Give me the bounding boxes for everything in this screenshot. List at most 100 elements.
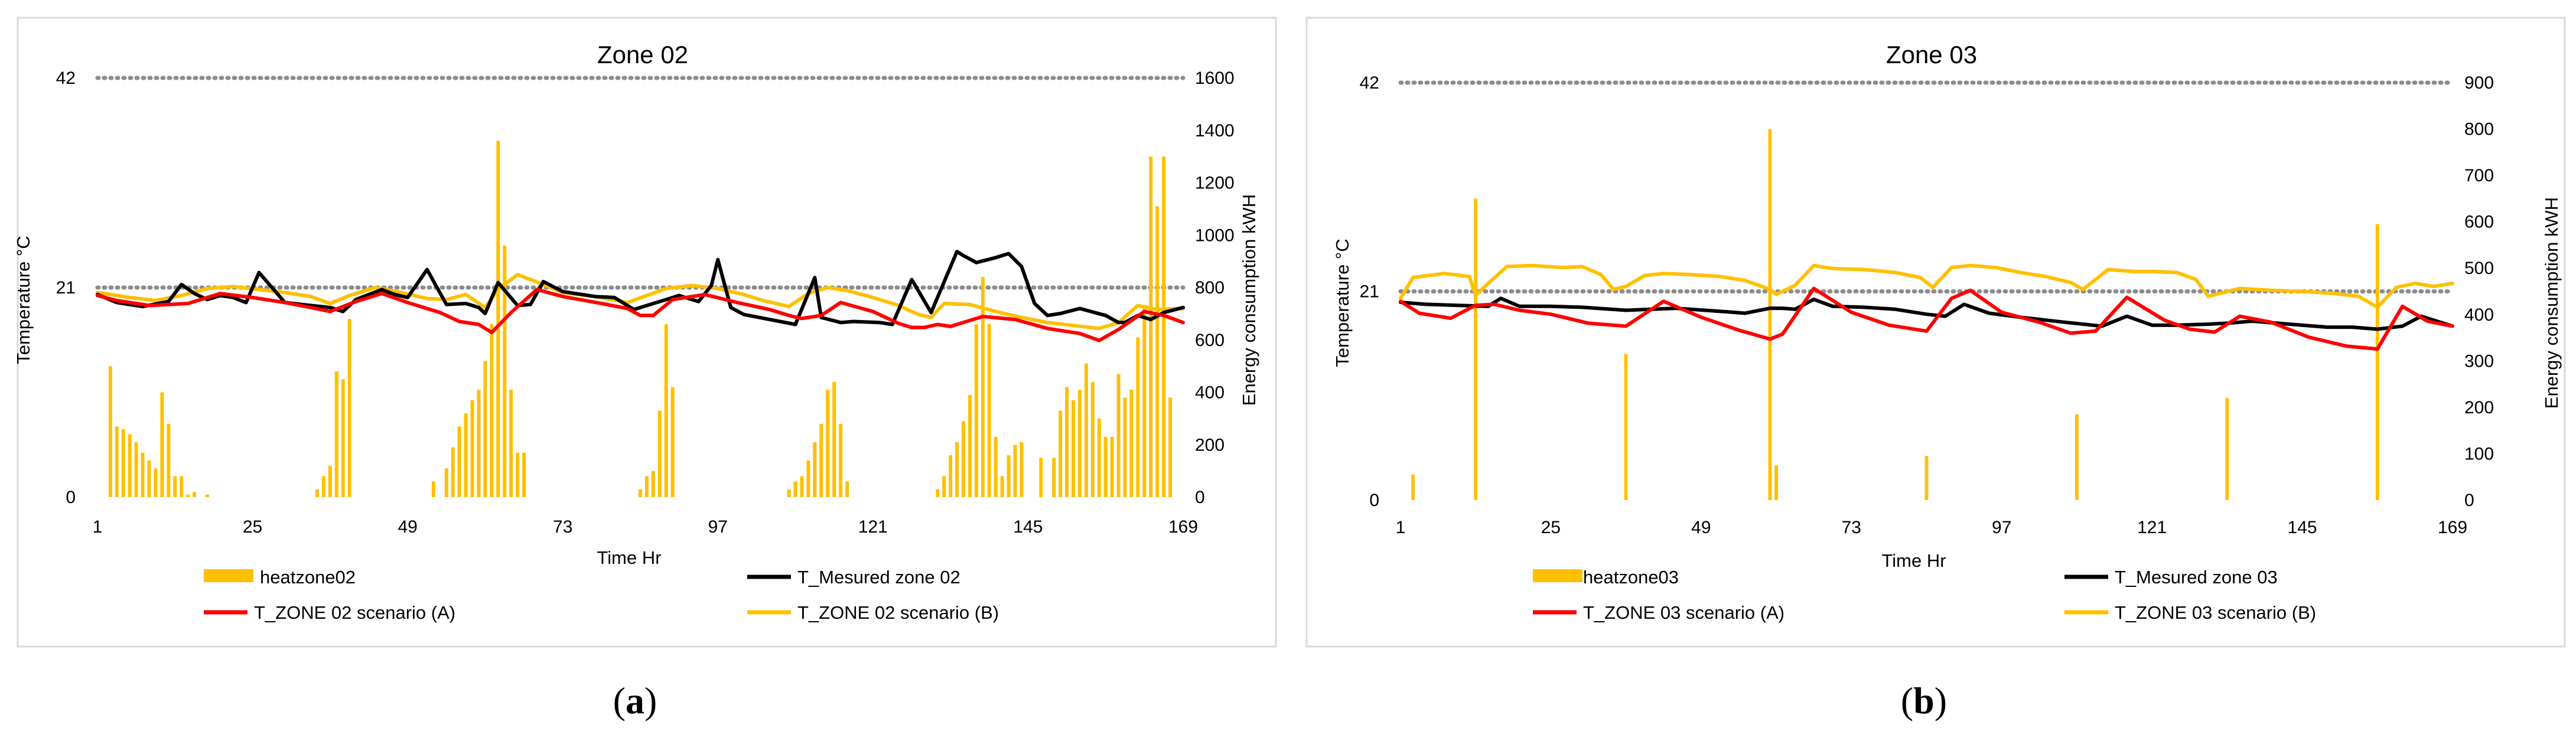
bar-a-63	[1013, 445, 1017, 497]
bar-a-72	[1090, 381, 1095, 497]
bar-b-1	[1474, 198, 1478, 500]
legend-label-heatzone-a: heatzone02	[260, 567, 356, 587]
y-tick-right-a-8: 1600	[1195, 68, 1235, 88]
bar-a-7	[154, 468, 158, 497]
bar-a-68	[1065, 387, 1069, 497]
bar-b-4	[1774, 465, 1778, 500]
bar-b-2	[1624, 354, 1628, 500]
bar-b-5	[1924, 456, 1929, 500]
y-axis-label-right-a: Energy consumption kWH	[1239, 194, 1259, 406]
bar-a-71	[1084, 363, 1088, 497]
legend-label-heatzone-b: heatzone03	[1583, 567, 1679, 587]
bar-a-37	[651, 471, 655, 497]
bar-a-28	[483, 361, 487, 497]
y-tick-right-a-3: 600	[1195, 331, 1225, 350]
bar-a-27	[477, 390, 481, 497]
x-tick-a-3: 73	[553, 517, 572, 537]
bar-a-29	[490, 324, 494, 497]
bar-a-49	[839, 423, 843, 497]
bar-a-54	[955, 442, 959, 497]
chart-title-b: Zone 03	[1886, 41, 1977, 68]
bar-a-22	[444, 468, 448, 497]
x-tick-a-2: 49	[398, 517, 417, 537]
series-measured-b	[1399, 296, 2454, 331]
series-scenario-a-b	[1399, 286, 2454, 351]
bar-a-78	[1129, 390, 1134, 497]
bar-a-51	[936, 489, 940, 497]
y-axis-label-left-a: Temperature °C	[13, 236, 34, 364]
bar-a-80	[1142, 306, 1147, 497]
caption-letter-a: a	[626, 680, 644, 722]
chart-panel-b: Zone 03 0 21 42 0 100 200 300 400 500 600 700 800 9…	[1305, 17, 2566, 722]
y-tick-right-a-5: 1000	[1195, 226, 1235, 245]
legend-a: heatzone02 T_Mesured zone 02 T_ZONE 02 s…	[204, 567, 999, 623]
bar-a-26	[470, 400, 474, 497]
bar-b-3	[1768, 129, 1772, 501]
bar-a-41	[787, 489, 791, 497]
y-tick-right-b-3: 300	[2464, 351, 2494, 371]
y-tick-right-b-4: 400	[2464, 305, 2494, 325]
bar-a-67	[1059, 410, 1063, 497]
series-scenario-b-b	[1399, 263, 2454, 309]
bar-a-32	[509, 390, 513, 497]
plot-area-b: 0 21 42 0 100 200 300 400 500 600 700 800 900 1 25 49…	[1360, 73, 2494, 537]
legend-label-scenario-a-b: T_ZONE 03 scenario (A)	[1583, 602, 1784, 623]
legend-b: heatzone03 T_Mesured zone 03 T_ZONE 03 s…	[1533, 567, 2316, 623]
x-tick-b-2: 49	[1691, 518, 1711, 537]
x-tick-a-5: 121	[858, 517, 888, 537]
legend-swatch-heatzone-a	[204, 569, 253, 582]
bar-a-36	[644, 476, 649, 497]
legend-label-measured-b: T_Mesured zone 03	[2115, 567, 2278, 587]
y-tick-right-b-6: 600	[2464, 213, 2494, 232]
y-tick-left-a-1: 21	[56, 278, 76, 298]
bar-a-43	[800, 476, 804, 497]
y-tick-left-b-0: 0	[1369, 491, 1379, 510]
y-tick-left-b-2: 42	[1360, 73, 1379, 93]
bar-a-52	[942, 476, 946, 497]
x-tick-a-6: 145	[1013, 517, 1043, 537]
series-scenario-a-a	[96, 288, 1185, 342]
legend-label-scenario-b-b: T_ZONE 03 scenario (B)	[2115, 602, 2316, 623]
legend-label-scenario-a-a: T_ZONE 02 scenario (A)	[254, 602, 455, 623]
bar-a-13	[193, 492, 197, 497]
legend-swatch-heatzone-b	[1533, 569, 1582, 582]
y-axis-label-right-b: Energy consumption kWH	[2541, 197, 2562, 409]
series-measured-a	[96, 250, 1185, 327]
bar-a-25	[464, 413, 468, 497]
bar-a-8	[160, 392, 164, 497]
y-axis-label-left-b: Temperature °C	[1332, 239, 1353, 367]
legend-label-scenario-b-a: T_ZONE 02 scenario (B)	[797, 602, 999, 623]
bar-a-23	[451, 447, 455, 497]
y-tick-left-b-1: 21	[1360, 282, 1379, 302]
bar-a-81	[1149, 156, 1153, 497]
bar-a-53	[949, 455, 953, 497]
bar-a-0	[108, 366, 112, 497]
bar-a-19	[341, 379, 345, 497]
y-tick-right-b-5: 500	[2464, 259, 2494, 278]
x-axis-label-a: Time Hr	[597, 547, 661, 568]
bar-a-4	[134, 442, 138, 497]
legend-label-measured-a: T_Mesured zone 02	[797, 567, 960, 587]
bar-a-75	[1110, 436, 1114, 497]
bar-a-9	[167, 423, 171, 497]
caption-b: (b)	[1901, 680, 1947, 722]
bar-a-5	[141, 452, 145, 497]
x-tick-a-4: 97	[708, 517, 728, 537]
bar-b-7	[2225, 398, 2229, 500]
bar-a-65	[1039, 458, 1043, 497]
bar-a-14	[205, 494, 209, 497]
caption-letter-b: b	[1913, 680, 1935, 722]
bar-a-24	[457, 426, 461, 497]
bar-a-1	[115, 426, 119, 497]
y-tick-left-a-0: 0	[66, 488, 76, 507]
bar-a-16	[321, 476, 325, 497]
bar-a-74	[1103, 436, 1108, 497]
bar-a-61	[1000, 476, 1004, 497]
bar-a-6	[147, 460, 151, 497]
bar-a-82	[1155, 206, 1160, 497]
bar-a-18	[334, 371, 338, 497]
bar-a-3	[128, 434, 132, 497]
bar-a-56	[968, 394, 972, 497]
y-tick-right-a-6: 1200	[1195, 174, 1235, 193]
bar-a-55	[962, 421, 966, 497]
